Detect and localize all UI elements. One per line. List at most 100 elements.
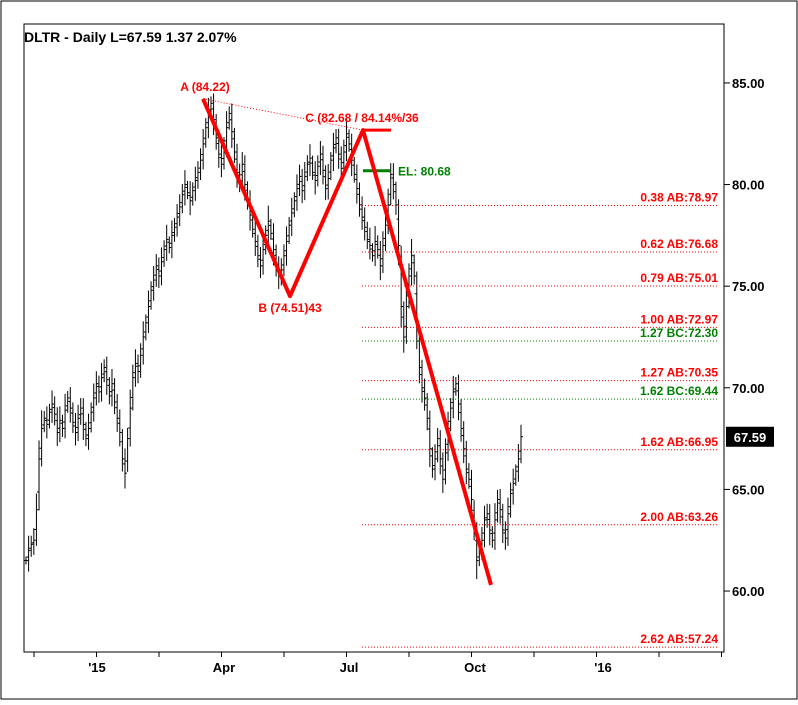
price-bar <box>427 410 432 468</box>
price-bar <box>91 383 96 422</box>
price-bar <box>373 226 378 267</box>
price-bar <box>412 254 417 285</box>
price-bar <box>391 163 396 200</box>
price-bar <box>409 238 414 286</box>
price-bar <box>162 240 167 267</box>
price-bar <box>451 375 456 419</box>
price-bar <box>73 413 78 446</box>
price-bar <box>26 535 31 572</box>
point-label-a: A (84.22) <box>180 80 230 94</box>
price-bar <box>302 161 307 201</box>
price-bar <box>422 378 427 411</box>
price-bar <box>81 398 86 440</box>
price-bar <box>29 535 34 557</box>
fib-level-label: 0.79 AB:75.01 <box>640 271 718 285</box>
x-tick-label: '15 <box>88 660 106 675</box>
price-bar <box>336 128 341 169</box>
price-bar <box>125 427 130 472</box>
price-bar <box>107 377 112 405</box>
x-tick-label: Oct <box>464 660 486 675</box>
price-bar <box>313 161 318 195</box>
price-bar <box>57 406 62 443</box>
price-bar <box>425 393 430 431</box>
price-bar <box>156 257 161 289</box>
fib-levels: 0.38 AB:78.97 0.62 AB:76.68 0.79 AB:75.01 1… <box>362 165 719 648</box>
price-bar <box>482 505 487 548</box>
price-bar <box>83 421 88 447</box>
price-bar <box>485 503 490 528</box>
price-bar <box>321 145 325 185</box>
price-bar <box>102 359 107 383</box>
price-bar <box>464 440 469 485</box>
price-bar <box>375 235 380 259</box>
price-bar <box>370 243 375 262</box>
price-bar <box>326 163 331 200</box>
price-bar <box>284 226 289 266</box>
price-bar <box>104 356 109 395</box>
price-bar <box>258 247 263 278</box>
price-bar <box>159 247 164 286</box>
price-bar <box>164 224 169 261</box>
price-bar <box>128 389 133 447</box>
price-bar <box>229 103 234 148</box>
price-bar <box>112 378 117 415</box>
price-bar <box>292 192 297 218</box>
price-bar <box>347 129 352 152</box>
price-bar <box>383 212 388 252</box>
price-bar <box>60 414 65 437</box>
price-bar <box>120 429 125 472</box>
chart-title: DLTR - Daily L=67.59 1.37 2.07% <box>24 29 237 45</box>
price-bar <box>109 369 114 407</box>
price-bar <box>143 314 148 341</box>
y-tick-label: 65.00 <box>732 482 765 497</box>
price-bar <box>388 163 393 206</box>
price-bar <box>227 106 232 130</box>
price-bar <box>307 144 312 177</box>
x-tick-label: Jul <box>340 660 359 675</box>
price-bar <box>39 410 44 467</box>
price-bar <box>310 155 315 180</box>
point-label-b: B (74.51)43 <box>258 301 322 315</box>
price-bar <box>420 359 424 403</box>
price-bar <box>305 155 310 182</box>
price-bar <box>378 240 383 281</box>
price-bar <box>201 128 206 170</box>
price-bar <box>42 410 47 433</box>
price-bar <box>169 220 174 259</box>
fib-level-label: 1.27 AB:70.35 <box>640 366 718 380</box>
price-bar <box>508 482 513 518</box>
price-bar <box>511 468 516 505</box>
price-bar <box>138 343 143 378</box>
last-price-box <box>726 426 774 447</box>
price-bar <box>440 452 445 493</box>
plot-frame <box>23 23 725 653</box>
price-bar <box>47 403 52 429</box>
price-bar <box>117 409 122 447</box>
price-bar <box>268 218 273 240</box>
fib-level-label: 1.00 AB:72.97 <box>640 312 718 326</box>
price-bar <box>149 281 154 310</box>
price-bar <box>78 397 83 425</box>
price-bar <box>193 166 198 201</box>
price-bar <box>70 402 75 434</box>
price-bar <box>190 182 195 206</box>
price-bar <box>328 152 333 181</box>
price-bar <box>318 140 323 176</box>
price-bar <box>459 399 464 442</box>
price-bar <box>253 219 258 256</box>
price-bar <box>354 164 359 204</box>
price-bar <box>367 227 372 260</box>
price-bar <box>297 164 302 197</box>
price-bar <box>133 349 138 387</box>
price-bar <box>76 404 81 442</box>
price-bar <box>331 132 336 172</box>
y-tick-label: 85.00 <box>732 76 765 91</box>
price-bar <box>37 440 42 511</box>
price-bar <box>438 430 443 475</box>
y-tick-label: 75.00 <box>732 279 765 294</box>
price-bar <box>50 390 55 423</box>
price-bar <box>466 463 471 489</box>
fib-level-label: 1.62 AB:66.95 <box>640 435 718 449</box>
